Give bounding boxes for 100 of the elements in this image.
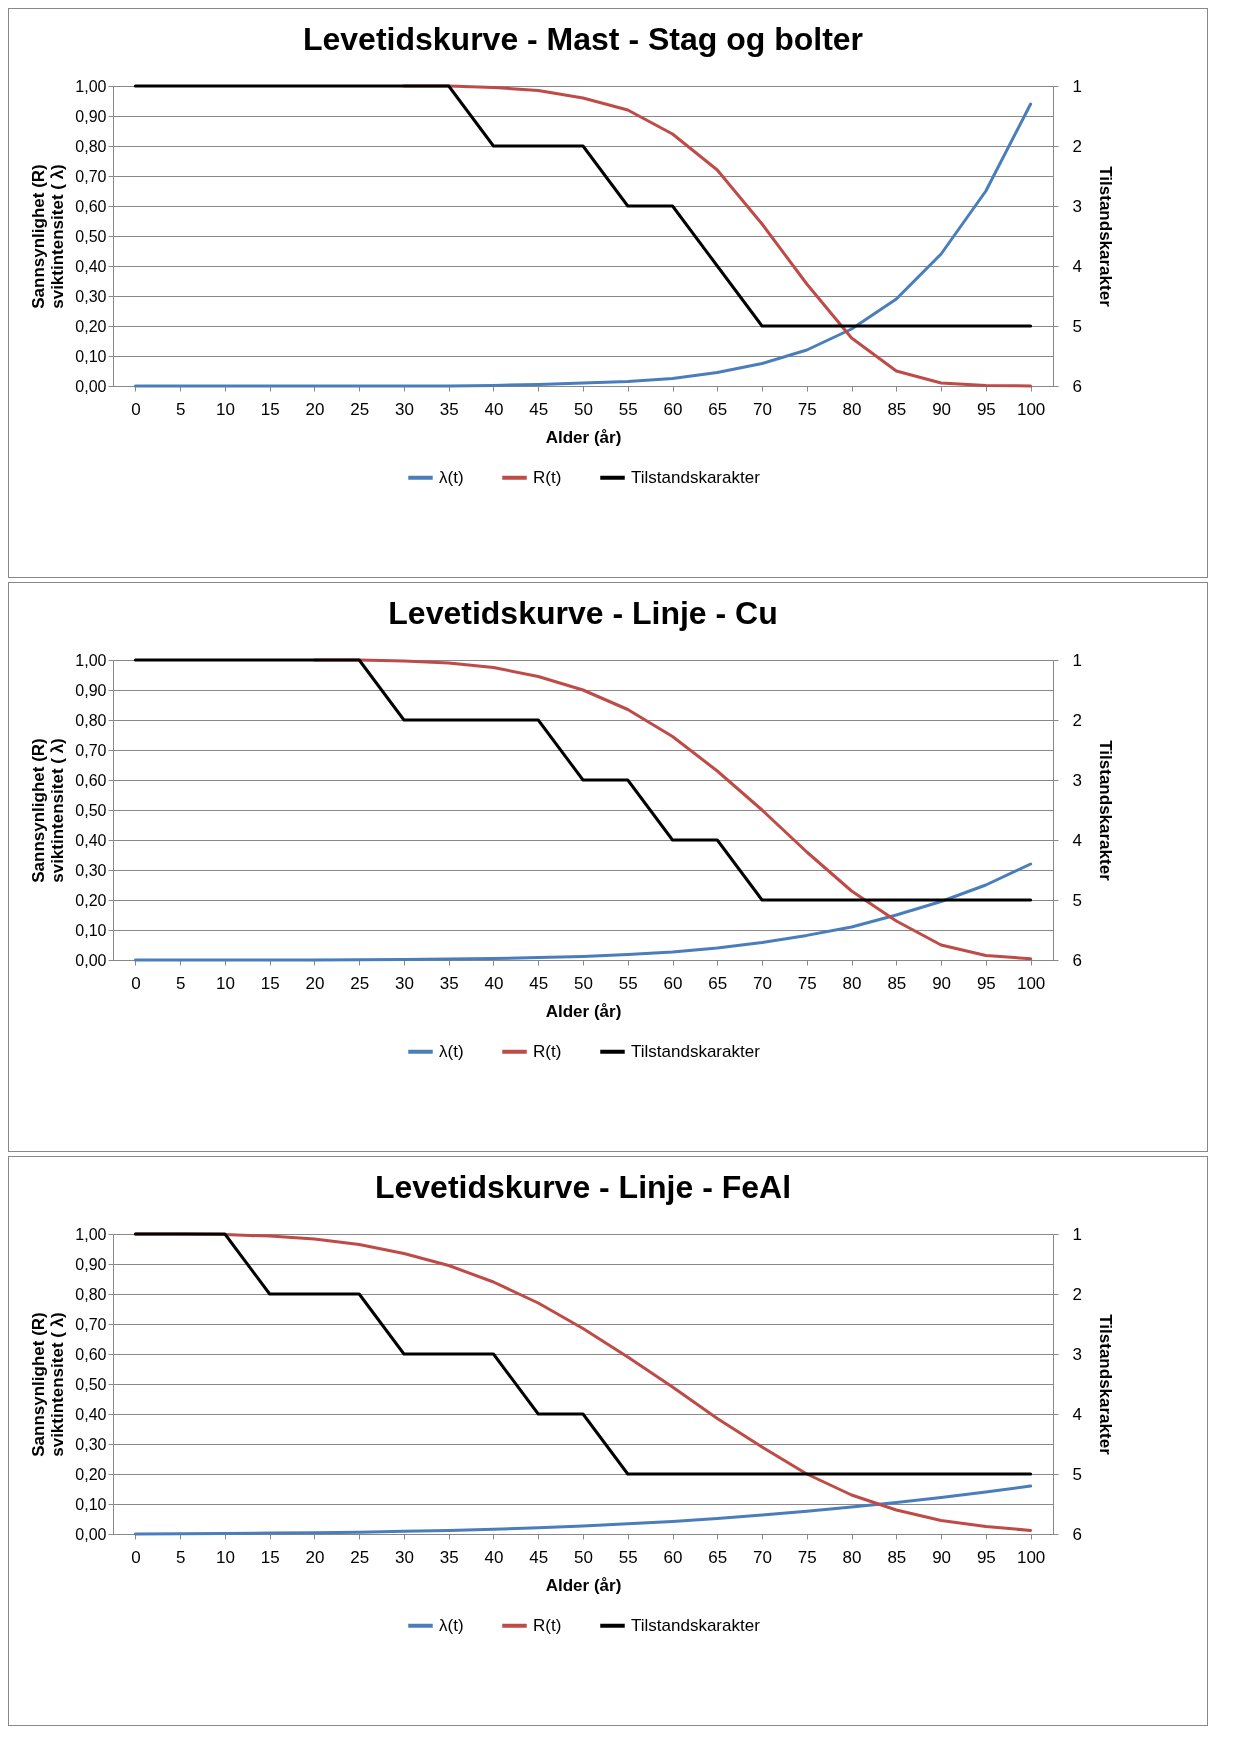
x-tick-label: 40 — [484, 399, 504, 419]
y2-tick-label: 6 — [1072, 950, 1082, 970]
x-tick-label: 75 — [797, 1547, 817, 1567]
y2-tick-label: 5 — [1072, 316, 1082, 336]
x-tick-label: 45 — [529, 1547, 549, 1567]
x-tick-label: 20 — [305, 1547, 325, 1567]
x-tick-label: 50 — [574, 973, 593, 993]
x-tick-label: 25 — [350, 973, 370, 993]
y-tick-label: 0,50 — [75, 1375, 107, 1393]
y-tick-label: 0,60 — [75, 1345, 107, 1363]
y-tick-label: 0,40 — [75, 257, 107, 275]
y-tick-label: 0,70 — [75, 1315, 107, 1333]
y-tick-label: 0,00 — [75, 951, 107, 969]
y-tick-label: 0,90 — [75, 107, 107, 125]
y2-tick-label: 1 — [1072, 1224, 1082, 1244]
x-tick-label: 80 — [842, 1547, 862, 1567]
y-tick-label: 1,00 — [75, 77, 107, 95]
y-tick-label: 0,50 — [75, 227, 107, 245]
x-tick-label: 15 — [260, 399, 280, 419]
legend-label: λ(t) — [439, 1041, 464, 1061]
x-tick-label: 70 — [753, 973, 773, 993]
x-tick-label: 25 — [350, 1547, 370, 1567]
x-tick-label: 0 — [131, 1547, 141, 1567]
x-tick-label: 75 — [797, 399, 817, 419]
x-tick-label: 30 — [394, 399, 414, 419]
y2-tick-label: 3 — [1072, 1344, 1082, 1364]
y-axis-title: Sannsynlighet (R) sviktintensitet ( λ) — [29, 738, 68, 883]
y2-tick-label: 5 — [1072, 1464, 1082, 1484]
x-tick-label: 15 — [260, 973, 280, 993]
legend-label: λ(t) — [439, 1615, 464, 1635]
line-series — [133, 84, 1033, 328]
legend-label: Tilstandskarakter — [631, 1615, 761, 1635]
line-series — [133, 658, 1033, 902]
x-tick-label: 20 — [305, 973, 325, 993]
x-tick-label: 85 — [887, 973, 907, 993]
y2-tick-label: 4 — [1072, 1404, 1082, 1424]
y-tick-label: 0,70 — [75, 167, 107, 185]
y2-tick-label: 4 — [1072, 830, 1082, 850]
line-series — [133, 1232, 1033, 1476]
x-tick-label: 80 — [842, 399, 862, 419]
line-series — [133, 102, 1033, 388]
y-tick-label: 0,80 — [75, 1285, 107, 1303]
x-tick-label: 40 — [484, 973, 504, 993]
y2-tick-label: 3 — [1072, 770, 1082, 790]
chart-title: Levetidskurve - Linje - Cu — [388, 595, 778, 631]
y-tick-label: 1,00 — [75, 1225, 107, 1243]
x-tick-label: 50 — [574, 399, 593, 419]
y-tick-label: 0,30 — [75, 861, 107, 879]
x-axis-title: Alder (år) — [545, 1001, 622, 1021]
x-tick-label: 70 — [753, 1547, 773, 1567]
y-tick-label: 0,60 — [75, 771, 107, 789]
x-tick-label: 65 — [708, 973, 728, 993]
y-tick-label: 0,50 — [75, 801, 107, 819]
y-tick-label: 0,90 — [75, 681, 107, 699]
x-tick-label: 0 — [131, 973, 141, 993]
y2-axis-title: Tilstandskarakter — [1095, 740, 1115, 882]
legend-label: R(t) — [533, 1615, 562, 1635]
y2-tick-label: 3 — [1072, 196, 1082, 216]
y-tick-label: 0,90 — [75, 1255, 107, 1273]
legend-label: R(t) — [533, 467, 562, 487]
x-tick-label: 15 — [260, 1547, 280, 1567]
y2-tick-label: 2 — [1072, 1284, 1082, 1304]
y-tick-label: 0,10 — [75, 1495, 107, 1513]
x-tick-label: 55 — [618, 399, 638, 419]
y-tick-label: 0,70 — [75, 741, 107, 759]
x-tick-label: 35 — [439, 973, 459, 993]
x-tick-label: 10 — [215, 1547, 235, 1567]
line-series — [133, 1484, 1033, 1536]
y2-axis-title: Tilstandskarakter — [1095, 1314, 1115, 1456]
y-tick-label: 0,40 — [75, 831, 107, 849]
x-tick-label: 50 — [574, 1547, 593, 1567]
x-tick-label: 90 — [932, 1547, 952, 1567]
y-axis-title: Sannsynlighet (R) sviktintensitet ( λ) — [29, 164, 68, 309]
x-tick-label: 100 — [1016, 399, 1046, 419]
x-tick-label: 100 — [1016, 1547, 1046, 1567]
line-series — [133, 862, 1033, 962]
chart-title: Levetidskurve - Mast - Stag og bolter — [302, 21, 864, 57]
legend-label: R(t) — [533, 1041, 562, 1061]
y-tick-label: 0,30 — [75, 287, 107, 305]
x-tick-label: 95 — [976, 1547, 996, 1567]
legend-label: λ(t) — [439, 467, 464, 487]
y-tick-label: 0,00 — [75, 1525, 107, 1543]
x-tick-label: 90 — [932, 973, 952, 993]
x-tick-label: 95 — [976, 973, 996, 993]
y-axis-title: Sannsynlighet (R) sviktintensitet ( λ) — [29, 1312, 68, 1457]
x-tick-label: 5 — [175, 399, 186, 419]
y-tick-label: 0,10 — [75, 347, 107, 365]
y-tick-label: 0,20 — [75, 891, 107, 909]
x-tick-label: 5 — [175, 1547, 186, 1567]
x-tick-label: 25 — [350, 399, 370, 419]
x-tick-label: 5 — [175, 973, 186, 993]
x-tick-label: 75 — [797, 973, 817, 993]
x-tick-label: 65 — [708, 399, 728, 419]
legend-label: Tilstandskarakter — [631, 1041, 761, 1061]
x-axis-title: Alder (år) — [545, 427, 622, 447]
x-tick-label: 95 — [976, 399, 996, 419]
y-tick-label: 0,40 — [75, 1405, 107, 1423]
x-tick-label: 85 — [887, 1547, 907, 1567]
legend-label: Tilstandskarakter — [631, 467, 761, 487]
y2-tick-label: 1 — [1072, 650, 1082, 670]
